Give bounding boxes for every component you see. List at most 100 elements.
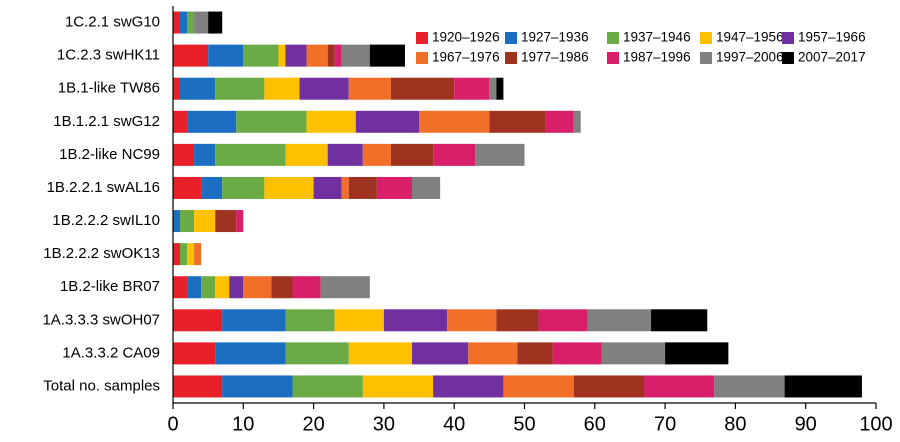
legend-label: 2007–2017 xyxy=(798,50,866,65)
bar-segment xyxy=(187,243,195,266)
bar-segment xyxy=(173,44,209,67)
legend-label: 1947–1956 xyxy=(716,30,784,45)
legend-swatch xyxy=(700,32,712,44)
bar-segment xyxy=(545,110,574,133)
bar-segment xyxy=(489,110,546,133)
bar-segment xyxy=(173,176,202,199)
legend-label: 1920–1926 xyxy=(432,30,500,45)
bar-segment xyxy=(187,110,237,133)
bar-segment xyxy=(173,143,195,166)
bar-segment xyxy=(587,309,652,332)
bar-segment xyxy=(173,110,188,133)
legend-swatch xyxy=(416,52,428,64)
bar-segment xyxy=(194,11,209,34)
bar-segment xyxy=(285,342,349,365)
bar-segment xyxy=(187,11,195,34)
legend-label: 1967–1976 xyxy=(432,50,500,65)
category-label: 1C.2.3 swHK11 xyxy=(57,47,160,64)
bar-segment xyxy=(348,176,377,199)
bar-segment xyxy=(173,342,216,365)
bar-segment xyxy=(215,342,286,365)
category-label: 1B.2-like BR07 xyxy=(60,278,160,295)
category-label: 1B.1.2.1 swG12 xyxy=(53,113,160,130)
x-tick-label: 60 xyxy=(584,413,606,435)
bar-segment xyxy=(412,342,469,365)
bar-segment xyxy=(348,77,391,100)
x-tick-label: 50 xyxy=(513,413,535,435)
bar-segment xyxy=(180,243,188,266)
bar-segment xyxy=(496,309,539,332)
bar-segment xyxy=(334,44,342,67)
category-label: 1B.1-like TW86 xyxy=(58,80,160,97)
bar-segment xyxy=(573,375,645,398)
bar-segment xyxy=(173,77,181,100)
bar-segment xyxy=(369,44,405,67)
bar-segment xyxy=(243,44,279,67)
bar-segment xyxy=(299,77,349,100)
bar-segment xyxy=(271,276,293,299)
bar-segment xyxy=(306,110,356,133)
legend-swatch xyxy=(505,52,517,64)
bar-segment xyxy=(285,44,307,67)
bar-segment xyxy=(341,176,349,199)
bar-segment xyxy=(222,375,293,398)
legend-label: 1977–1986 xyxy=(521,50,589,65)
bar-segment xyxy=(180,77,216,100)
bar-segment xyxy=(292,375,363,398)
bar-segment xyxy=(355,110,420,133)
bar-segment xyxy=(173,11,181,34)
bar-segment xyxy=(327,44,335,67)
bar-segment xyxy=(552,342,602,365)
category-label: 1A.3.3.3 swOH07 xyxy=(42,311,160,328)
legend-label: 1997–2006 xyxy=(716,50,784,65)
bar-segment xyxy=(503,375,574,398)
legend-swatch xyxy=(607,32,619,44)
legend-label: 1927–1936 xyxy=(521,30,589,45)
bar-segment xyxy=(784,375,862,398)
bar-segment xyxy=(173,276,188,299)
bar-segment xyxy=(187,276,202,299)
bar-segment xyxy=(334,309,384,332)
bar-segment xyxy=(651,309,708,332)
bar-segment xyxy=(601,342,666,365)
x-tick-label: 0 xyxy=(167,413,178,435)
bar-segment xyxy=(390,143,434,166)
bar-segment xyxy=(215,276,230,299)
bar-segment xyxy=(229,276,244,299)
bar-segment xyxy=(194,143,216,166)
bar-segment xyxy=(236,210,244,233)
bar-segment xyxy=(376,176,413,199)
bar-segment xyxy=(573,110,581,133)
bar-segment xyxy=(201,276,216,299)
bar-segment xyxy=(348,342,413,365)
bar-segment xyxy=(236,110,307,133)
bar-segment xyxy=(173,243,181,266)
bar-segment xyxy=(208,44,244,67)
bar-segment xyxy=(285,309,335,332)
x-tick-label: 30 xyxy=(373,413,395,435)
bar-segment xyxy=(222,309,286,332)
category-label: Total no. samples xyxy=(43,377,160,394)
bar-segment xyxy=(194,243,202,266)
bar-segment xyxy=(208,11,223,34)
legend-swatch xyxy=(700,52,712,64)
bar-segment xyxy=(306,44,328,67)
bar-segment xyxy=(433,375,504,398)
category-label: 1B.2-like NC99 xyxy=(59,146,160,163)
bar-segment xyxy=(215,77,265,100)
bar-segment xyxy=(194,210,216,233)
legend-swatch xyxy=(607,52,619,64)
bar-segment xyxy=(243,276,272,299)
legend-swatch xyxy=(782,32,794,44)
bar-segment xyxy=(433,143,476,166)
bar-segment xyxy=(264,77,300,100)
legend-swatch xyxy=(505,32,517,44)
bar-segment xyxy=(447,309,497,332)
bar-segment xyxy=(390,77,455,100)
bar-segment xyxy=(362,143,391,166)
bar-segment xyxy=(538,309,588,332)
category-label: 1B.2.2.1 swAL16 xyxy=(47,179,160,196)
bar-segment xyxy=(489,77,497,100)
bar-segment xyxy=(215,143,286,166)
